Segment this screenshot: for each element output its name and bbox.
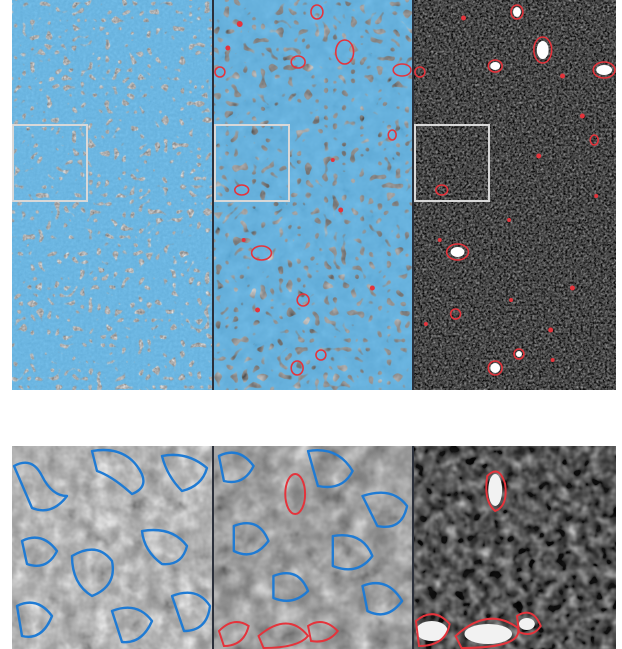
- overview-panel-bright: [12, 0, 212, 390]
- zoom-panel-dark: [412, 446, 616, 649]
- zoom-region-box: [414, 124, 490, 202]
- zoom-panel-bright: [12, 446, 212, 649]
- overview-panel-mid: [212, 0, 412, 390]
- overview-row: [12, 0, 616, 390]
- zoom-region-box: [214, 124, 290, 202]
- mid-micrograph: [214, 0, 412, 390]
- dark-micrograph: [414, 0, 616, 390]
- mid-zoom-micrograph: [214, 446, 412, 649]
- zoom-panel-mid: [212, 446, 412, 649]
- overview-panel-dark: [412, 0, 616, 390]
- dark-zoom-micrograph: [414, 446, 616, 649]
- bright-micrograph: [12, 0, 212, 390]
- zoom-region-box: [12, 124, 88, 202]
- zoomed-row: [12, 446, 616, 649]
- bright-zoom-micrograph: [12, 446, 212, 649]
